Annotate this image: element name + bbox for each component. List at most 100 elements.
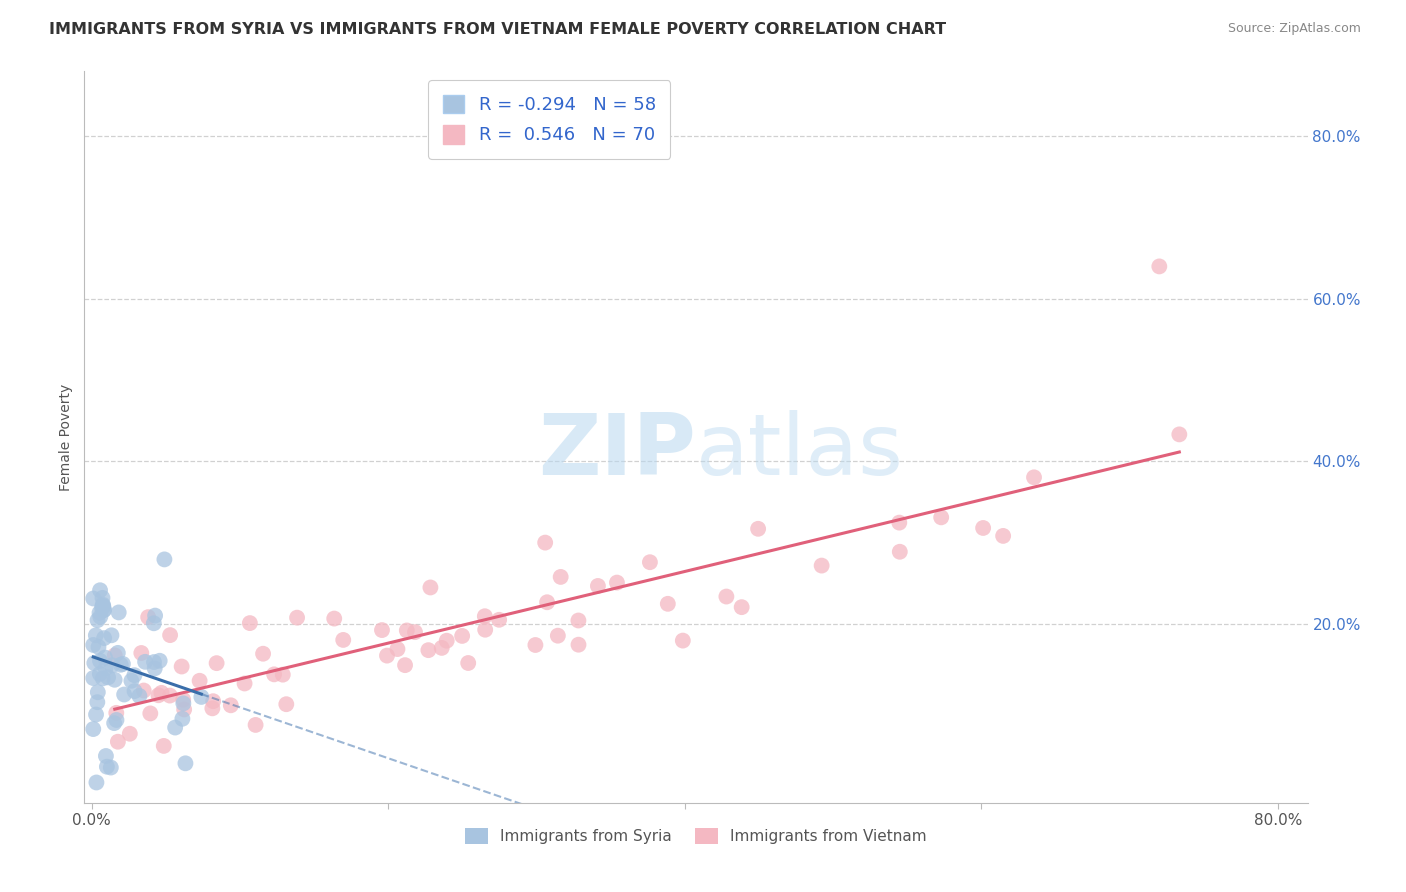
Y-axis label: Female Poverty: Female Poverty xyxy=(59,384,73,491)
Point xyxy=(276,697,298,711)
Point xyxy=(239,616,262,631)
Point xyxy=(86,695,108,709)
Point xyxy=(97,670,120,684)
Point xyxy=(488,613,510,627)
Point xyxy=(83,656,105,670)
Point xyxy=(82,591,104,606)
Text: ZIP: ZIP xyxy=(538,410,696,493)
Point xyxy=(89,654,111,668)
Point xyxy=(716,590,738,604)
Point xyxy=(205,656,228,670)
Point xyxy=(142,616,165,631)
Point xyxy=(638,555,661,569)
Point xyxy=(87,685,110,699)
Point xyxy=(451,629,474,643)
Point xyxy=(128,689,150,703)
Point xyxy=(1149,260,1171,274)
Point xyxy=(332,632,354,647)
Text: Source: ZipAtlas.com: Source: ZipAtlas.com xyxy=(1227,22,1361,36)
Point xyxy=(747,522,769,536)
Point xyxy=(91,599,114,613)
Point xyxy=(82,671,104,685)
Point xyxy=(165,721,187,735)
Point xyxy=(124,684,146,698)
Point xyxy=(93,603,115,617)
Point xyxy=(112,688,135,702)
Point xyxy=(100,628,122,642)
Point xyxy=(172,712,194,726)
Point xyxy=(159,689,181,703)
Point xyxy=(173,702,195,716)
Point xyxy=(91,598,114,612)
Point xyxy=(457,656,479,670)
Point xyxy=(107,735,129,749)
Point xyxy=(84,707,107,722)
Point xyxy=(657,597,679,611)
Point xyxy=(371,623,394,637)
Point xyxy=(96,760,118,774)
Point xyxy=(404,625,426,640)
Point xyxy=(143,608,166,623)
Point xyxy=(91,601,114,615)
Point xyxy=(219,698,242,713)
Point xyxy=(418,643,440,657)
Legend: Immigrants from Syria, Immigrants from Vietnam: Immigrants from Syria, Immigrants from V… xyxy=(460,822,932,850)
Point xyxy=(190,690,212,704)
Text: atlas: atlas xyxy=(696,410,904,493)
Point xyxy=(103,716,125,731)
Point xyxy=(430,640,453,655)
Point xyxy=(136,610,159,624)
Point xyxy=(107,646,129,660)
Point xyxy=(436,633,458,648)
Point xyxy=(245,718,267,732)
Point xyxy=(150,686,173,700)
Point xyxy=(93,631,115,645)
Point xyxy=(89,606,111,620)
Point xyxy=(111,657,134,671)
Point xyxy=(100,760,122,774)
Point xyxy=(202,694,225,708)
Point xyxy=(124,668,146,682)
Point xyxy=(567,614,589,628)
Point xyxy=(375,648,398,663)
Point xyxy=(105,706,128,720)
Point xyxy=(474,623,496,637)
Point xyxy=(395,624,418,638)
Point xyxy=(84,628,107,642)
Point xyxy=(263,667,285,681)
Point xyxy=(1022,470,1045,484)
Point xyxy=(105,713,128,727)
Point xyxy=(86,775,108,789)
Point xyxy=(810,558,832,573)
Point xyxy=(271,667,294,681)
Point xyxy=(93,603,115,617)
Point xyxy=(586,579,609,593)
Point xyxy=(172,697,194,711)
Point xyxy=(149,654,172,668)
Point xyxy=(889,545,911,559)
Point xyxy=(101,658,124,673)
Point xyxy=(536,595,558,609)
Point xyxy=(89,583,111,598)
Point xyxy=(132,683,155,698)
Point xyxy=(285,610,308,624)
Point xyxy=(174,756,197,771)
Point xyxy=(606,575,628,590)
Point xyxy=(252,647,274,661)
Point xyxy=(110,657,132,672)
Point xyxy=(387,642,409,657)
Point xyxy=(188,673,211,688)
Point xyxy=(104,673,127,687)
Point xyxy=(143,661,166,675)
Point xyxy=(131,646,153,660)
Point xyxy=(94,749,117,764)
Point xyxy=(86,613,108,627)
Point xyxy=(550,570,572,584)
Point xyxy=(153,552,176,566)
Point xyxy=(94,661,117,675)
Point xyxy=(143,655,166,669)
Point xyxy=(87,640,110,654)
Point xyxy=(419,581,441,595)
Point xyxy=(134,655,156,669)
Point xyxy=(139,706,162,721)
